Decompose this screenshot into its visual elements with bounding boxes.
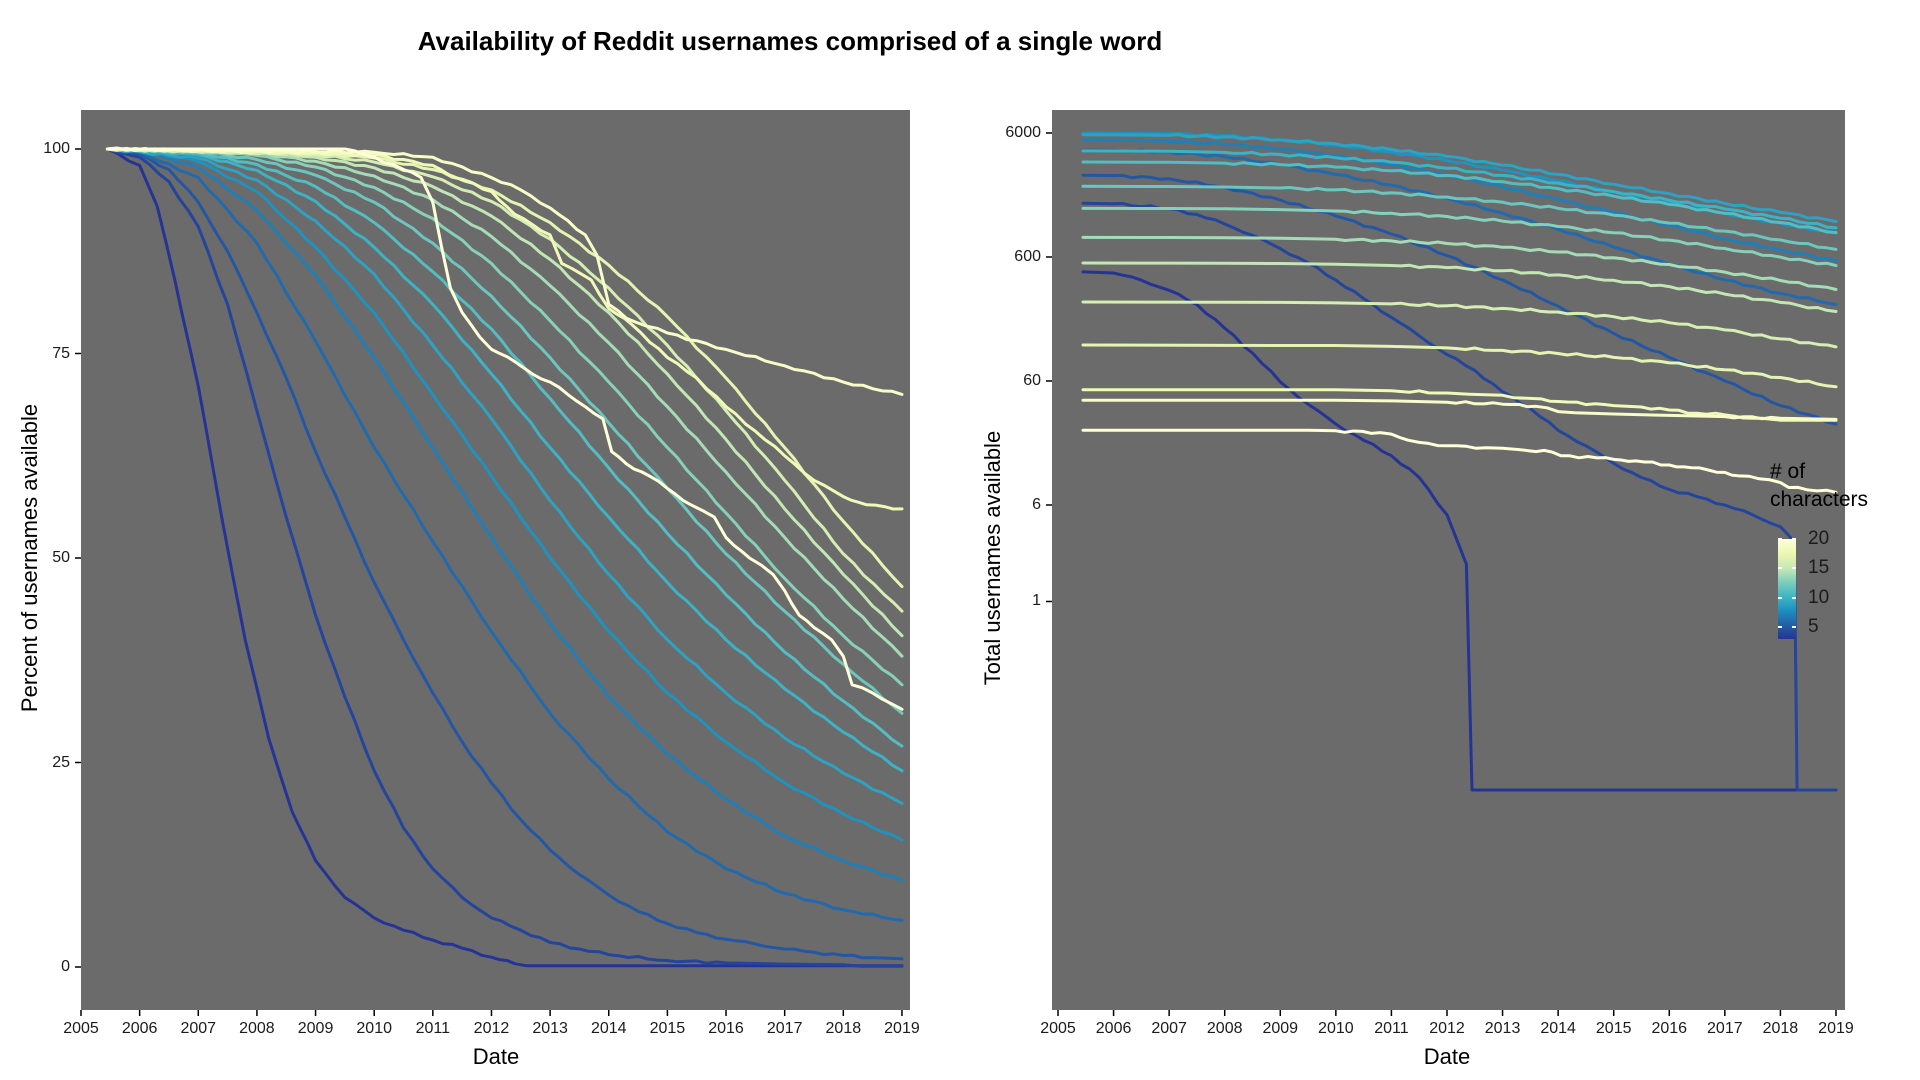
legend-title: # of characters	[1770, 460, 1869, 511]
legend-colorbar-tick	[1778, 538, 1782, 540]
series-line-right-len-15	[1081, 261, 1838, 313]
series-line-left-len-4	[105, 147, 904, 968]
legend-colorbar-tick	[1792, 626, 1796, 629]
x-tick-label-right-2012: 2012	[1429, 1020, 1465, 1037]
x-tick-label-right-2007: 2007	[1151, 1020, 1187, 1037]
x-tick-label-right-2008: 2008	[1206, 1020, 1243, 1037]
panel-background-right	[1052, 110, 1845, 1010]
x-tick-label-left-2007: 2007	[180, 1020, 217, 1037]
series-line-right-len-10	[1081, 149, 1838, 230]
series-line-left-len-11	[105, 147, 904, 748]
series-line-left-len-12	[105, 147, 904, 715]
x-tick-label-left-2010: 2010	[356, 1020, 392, 1037]
x-tick-label-left-2008: 2008	[239, 1020, 275, 1037]
legend-colorbar-tick	[1778, 567, 1782, 570]
x-tick-label-left-2017: 2017	[766, 1020, 803, 1037]
x-tick-label-right-2018: 2018	[1762, 1020, 1799, 1037]
series-line-right-len-16	[1081, 300, 1838, 349]
legend-label-20: 20	[1808, 528, 1830, 549]
x-tick-label-left-2012: 2012	[473, 1020, 510, 1037]
series-line-right-len-14	[1081, 235, 1838, 291]
y-tick-label-left-0: 0	[61, 958, 70, 975]
series-line-right-len-3	[1081, 270, 1838, 792]
y-tick-label-right-60: 60	[1023, 372, 1041, 389]
series-line-right-len-20	[1081, 428, 1838, 494]
series-line-left-len-5	[105, 147, 904, 961]
series-line-left-len-9	[105, 147, 904, 805]
left-y-axis-title: Percent of usernames available	[17, 403, 42, 713]
x-tick-label-left-2011: 2011	[415, 1020, 451, 1037]
legend-label-15: 15	[1808, 557, 1830, 579]
series-line-right-len-19	[1081, 398, 1838, 421]
series-line-right-len-12	[1081, 184, 1838, 251]
series-line-right-len-17	[1081, 343, 1838, 389]
x-tick-label-right-2014: 2014	[1540, 1020, 1576, 1037]
series-line-right-len-18	[1081, 388, 1838, 422]
legend-label-5: 5	[1808, 616, 1819, 638]
x-tick-label-right-2013: 2013	[1484, 1020, 1521, 1037]
legend: # of characters 20 15 10 5	[1770, 458, 1920, 639]
x-tick-label-left-2019: 2019	[884, 1020, 920, 1037]
panel-background-left	[81, 110, 910, 1010]
x-tick-label-right-2009: 2009	[1262, 1020, 1299, 1037]
series-line-right-len-9	[1081, 133, 1838, 223]
x-tick-label-left-2005: 2005	[63, 1020, 99, 1037]
series-line-left-len-20	[105, 147, 904, 711]
y-tick-label-left-100: 100	[43, 140, 70, 157]
series-line-right-len-13	[1081, 206, 1838, 268]
x-tick-label-right-2016: 2016	[1651, 1020, 1688, 1037]
y-tick-label-left-50: 50	[52, 549, 70, 566]
legend-colorbar	[1778, 539, 1796, 639]
series-line-right-len-7	[1081, 138, 1838, 263]
y-tick-label-right-6: 6	[1032, 496, 1041, 513]
legend-colorbar-tick	[1792, 567, 1796, 570]
x-tick-label-right-2011: 2011	[1374, 1020, 1409, 1037]
y-tick-label-left-75: 75	[52, 344, 70, 362]
series-line-left-len-8	[105, 147, 904, 842]
y-tick-label-right-1: 1	[1032, 592, 1041, 610]
x-tick-label-left-2016: 2016	[708, 1020, 744, 1037]
series-line-left-len-7	[105, 147, 904, 882]
x-tick-label-right-2006: 2006	[1095, 1020, 1132, 1037]
series-line-right-len-11	[1081, 160, 1838, 234]
x-tick-label-right-2015: 2015	[1595, 1020, 1632, 1037]
x-tick-label-left-2006: 2006	[121, 1020, 158, 1037]
series-line-right-len-6	[1081, 148, 1838, 306]
legend-label-10: 10	[1808, 586, 1830, 608]
chart-title: Availability of Reddit usernames compris…	[417, 26, 1163, 56]
legend-colorbar-tick	[1778, 596, 1782, 599]
right-y-axis-title: Total usernames available	[980, 430, 1005, 686]
series-line-right-len-4	[1081, 201, 1838, 792]
legend-colorbar-tick	[1792, 596, 1796, 599]
series-line-left-len-10	[105, 147, 904, 773]
x-tick-label-right-2010: 2010	[1318, 1020, 1354, 1037]
x-tick-label-left-2015: 2015	[649, 1020, 686, 1037]
x-tick-label-right-2019: 2019	[1818, 1020, 1854, 1037]
right-x-axis-title: Date	[1423, 1044, 1471, 1069]
left-x-axis-title: Date	[472, 1044, 520, 1069]
x-tick-label-left-2009: 2009	[297, 1020, 334, 1037]
x-tick-label-right-2017: 2017	[1707, 1020, 1743, 1037]
y-tick-label-right-600: 600	[1014, 248, 1041, 265]
series-line-left-len-6	[105, 147, 904, 922]
y-tick-label-right-6000: 6000	[1005, 124, 1041, 141]
legend-colorbar-tick	[1778, 626, 1782, 629]
x-tick-label-left-2014: 2014	[590, 1020, 627, 1037]
y-tick-label-left-25: 25	[52, 753, 70, 771]
x-tick-label-left-2018: 2018	[825, 1020, 862, 1037]
x-tick-label-left-2013: 2013	[532, 1020, 568, 1037]
legend-colorbar-tick	[1792, 538, 1796, 540]
series-line-left-len-3	[105, 147, 904, 968]
x-tick-label-right-2005: 2005	[1040, 1020, 1076, 1037]
series-line-left-len-19	[105, 146, 904, 396]
